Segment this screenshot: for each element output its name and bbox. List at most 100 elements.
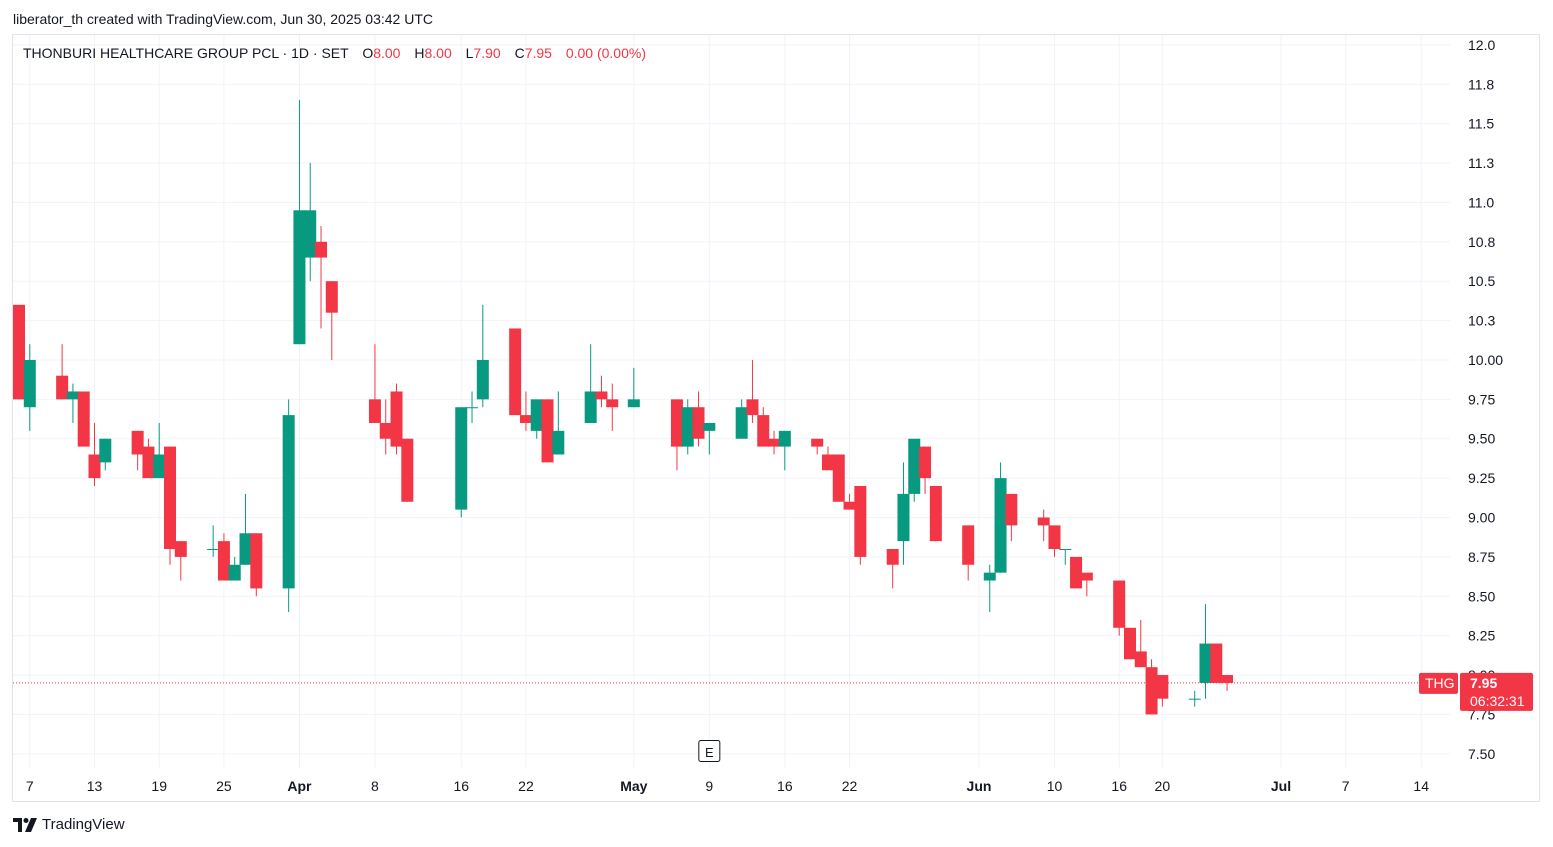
chart-attribution: liberator_th created with TradingView.co… [13, 11, 433, 27]
candle-body [509, 328, 522, 416]
x-tick-label: Apr [287, 778, 312, 794]
candle-body [692, 407, 705, 439]
candle [23, 344, 36, 431]
legend-open-label: O [362, 45, 374, 61]
price-tag-symbol-bg [1419, 672, 1458, 694]
candle [886, 549, 899, 589]
candle [1070, 556, 1083, 589]
candle [908, 438, 921, 502]
candle [746, 359, 759, 423]
candle-body [304, 210, 317, 258]
candle-body [908, 438, 921, 494]
candle [735, 399, 748, 439]
candle [929, 485, 942, 542]
candle-body [811, 438, 824, 447]
price-tag-value: 7.95 [1470, 675, 1497, 691]
candle-body [519, 415, 532, 423]
candle [811, 438, 824, 455]
tradingview-icon [13, 817, 37, 832]
x-tick-label: Jul [1271, 778, 1291, 794]
candle-body [153, 454, 166, 479]
price-tag-countdown: 06:32:31 [1470, 693, 1525, 709]
candle [530, 399, 543, 439]
candle-body [1156, 675, 1169, 699]
y-tick-label: 8.50 [1468, 588, 1495, 604]
x-tick-label: 22 [518, 778, 534, 794]
candle [282, 399, 295, 613]
x-tick-label: 8 [371, 778, 379, 794]
candle [584, 344, 597, 423]
candle-body [627, 399, 640, 408]
candle-body [66, 391, 79, 400]
candle-body [476, 359, 489, 400]
candle [919, 446, 932, 494]
candle-body [250, 533, 263, 589]
candle-body [368, 399, 381, 423]
candle-body [1199, 643, 1212, 683]
x-tick-label: 14 [1413, 778, 1429, 794]
tradingview-brand: TradingView [42, 816, 125, 833]
x-tick-label: 7 [1342, 778, 1350, 794]
candle [1199, 604, 1212, 699]
candle [1123, 627, 1136, 660]
tradingview-logo[interactable]: TradingView [13, 816, 125, 833]
candle-body [757, 415, 770, 447]
candle-body [530, 399, 543, 431]
candle [1113, 580, 1126, 636]
legend-change: 0.00 (0.00%) [565, 45, 646, 61]
candle [1134, 619, 1147, 668]
candle-body [768, 438, 781, 447]
candle [88, 422, 101, 486]
y-tick-label: 9.75 [1468, 391, 1495, 407]
candle [1156, 675, 1169, 707]
candle-body [293, 210, 306, 345]
candle-body [843, 501, 856, 510]
candle [519, 391, 532, 431]
y-tick-label: 7.50 [1468, 746, 1495, 762]
x-tick-label: 20 [1155, 778, 1171, 794]
legend-low-label: L [465, 45, 474, 61]
candle-body [23, 359, 36, 408]
candle-body [1145, 667, 1158, 715]
candle [1005, 493, 1018, 542]
x-tick-label: 16 [1111, 778, 1127, 794]
candle [315, 226, 328, 329]
candle-body [1059, 549, 1072, 551]
candle [1037, 509, 1050, 542]
candle [228, 556, 241, 581]
candle-body [282, 415, 295, 589]
candle [1059, 549, 1072, 565]
candle-body [670, 399, 683, 447]
candle [681, 399, 694, 455]
y-tick-label: 10.3 [1468, 313, 1495, 329]
candle-body [1221, 675, 1234, 683]
candle [207, 525, 220, 557]
x-tick-label: 13 [87, 778, 103, 794]
legend-close-value: 7.95 [524, 45, 552, 61]
candle-body [541, 399, 554, 463]
y-tick-label: 11.5 [1468, 116, 1494, 132]
y-tick-label: 11.8 [1468, 76, 1494, 92]
candle [239, 493, 252, 565]
price-axis: 7.507.758.008.258.508.759.009.259.509.75… [1468, 37, 1503, 762]
y-tick-label: 10.5 [1468, 273, 1495, 289]
earnings-marker-label: E [705, 745, 714, 760]
candle-body [56, 375, 69, 400]
candle [142, 438, 155, 479]
candle-body [131, 430, 144, 455]
candle-body [13, 304, 25, 400]
price-tag-value-bg [1460, 672, 1533, 711]
candle-body [929, 485, 942, 542]
chart-legend: THONBURI HEALTHCARE GROUP PCL · 1D · SET… [23, 45, 646, 61]
legend-symbol: THONBURI HEALTHCARE GROUP PCL · 1D · SET [23, 45, 349, 61]
candle-body [778, 430, 791, 447]
candle [466, 391, 479, 423]
candle-body [1037, 517, 1050, 526]
candle-body [584, 391, 597, 423]
legend-close-label: C [514, 45, 525, 61]
candle [595, 375, 608, 408]
x-tick-label: 16 [777, 778, 793, 794]
candle [368, 344, 381, 423]
y-tick-label: 8.75 [1468, 549, 1495, 565]
